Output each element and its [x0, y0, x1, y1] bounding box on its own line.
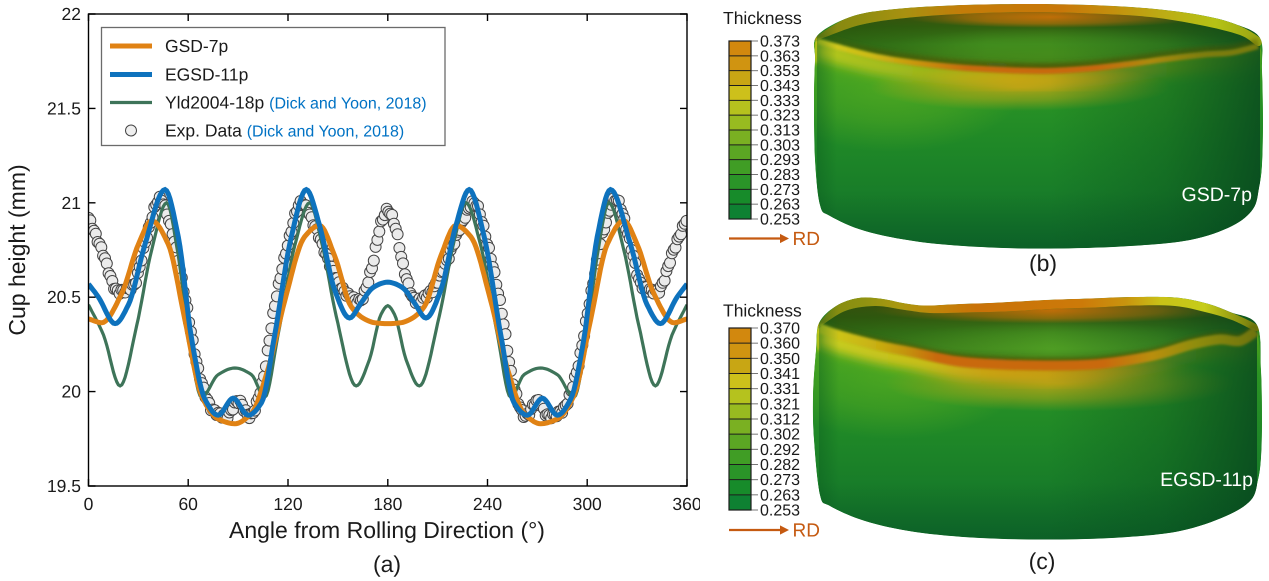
svg-text:0.303: 0.303	[760, 137, 800, 154]
svg-text:0.363: 0.363	[760, 48, 800, 65]
svg-text:0.282: 0.282	[760, 457, 800, 474]
svg-text:(a): (a)	[373, 551, 401, 577]
svg-text:0.313: 0.313	[760, 123, 800, 140]
svg-text:22: 22	[62, 4, 81, 24]
svg-text:0.283: 0.283	[760, 167, 800, 184]
svg-text:(b): (b)	[1029, 250, 1057, 276]
svg-text:0.273: 0.273	[760, 182, 800, 199]
svg-text:120: 120	[273, 494, 302, 514]
svg-text:GSD-7p: GSD-7p	[165, 36, 228, 56]
svg-text:RD: RD	[793, 521, 820, 542]
svg-text:240: 240	[473, 494, 502, 514]
svg-text:Angle from Rolling Direction (: Angle from Rolling Direction (°)	[229, 517, 545, 543]
svg-text:EGSD-11p: EGSD-11p	[165, 65, 248, 85]
svg-text:360: 360	[672, 494, 700, 514]
svg-text:0.343: 0.343	[760, 78, 800, 95]
svg-text:0.302: 0.302	[760, 427, 800, 444]
svg-text:0.350: 0.350	[760, 351, 800, 368]
svg-text:Cup height (mm): Cup height (mm)	[4, 164, 30, 335]
svg-text:20.5: 20.5	[47, 287, 81, 307]
svg-text:300: 300	[573, 494, 602, 514]
svg-text:0.321: 0.321	[760, 396, 800, 413]
svg-text:0.331: 0.331	[760, 381, 800, 398]
svg-text:0: 0	[84, 494, 94, 514]
svg-text:0.360: 0.360	[760, 336, 800, 353]
svg-text:0.273: 0.273	[760, 472, 800, 489]
svg-text:Exp. Data (Dick and Yoon, 2018: Exp. Data (Dick and Yoon, 2018)	[165, 121, 404, 141]
svg-text:0.341: 0.341	[760, 366, 800, 383]
svg-text:19.5: 19.5	[47, 476, 81, 496]
svg-text:0.333: 0.333	[760, 93, 800, 110]
svg-text:0.253: 0.253	[760, 503, 800, 520]
svg-text:21.5: 21.5	[47, 98, 81, 118]
svg-text:20: 20	[62, 382, 82, 402]
svg-text:180: 180	[373, 494, 402, 514]
svg-text:0.293: 0.293	[760, 152, 800, 169]
svg-text:0.370: 0.370	[760, 321, 800, 338]
svg-text:0.263: 0.263	[760, 197, 800, 214]
svg-text:60: 60	[178, 494, 198, 514]
svg-text:0.312: 0.312	[760, 412, 800, 429]
svg-text:0.292: 0.292	[760, 442, 800, 459]
svg-text:Thickness: Thickness	[723, 301, 802, 321]
svg-text:GSD-7p: GSD-7p	[1182, 184, 1253, 206]
svg-text:Thickness: Thickness	[723, 8, 802, 28]
svg-text:EGSD-11p: EGSD-11p	[1160, 469, 1253, 491]
svg-text:0.373: 0.373	[760, 34, 800, 51]
svg-text:Yld2004-18p (Dick and Yoon, 20: Yld2004-18p (Dick and Yoon, 2018)	[165, 93, 427, 113]
svg-text:0.323: 0.323	[760, 108, 800, 125]
svg-text:(c): (c)	[1029, 548, 1056, 574]
svg-text:0.253: 0.253	[760, 212, 800, 229]
svg-text:0.353: 0.353	[760, 63, 800, 80]
svg-text:0.263: 0.263	[760, 487, 800, 504]
svg-text:RD: RD	[793, 229, 820, 250]
svg-text:21: 21	[62, 193, 81, 213]
